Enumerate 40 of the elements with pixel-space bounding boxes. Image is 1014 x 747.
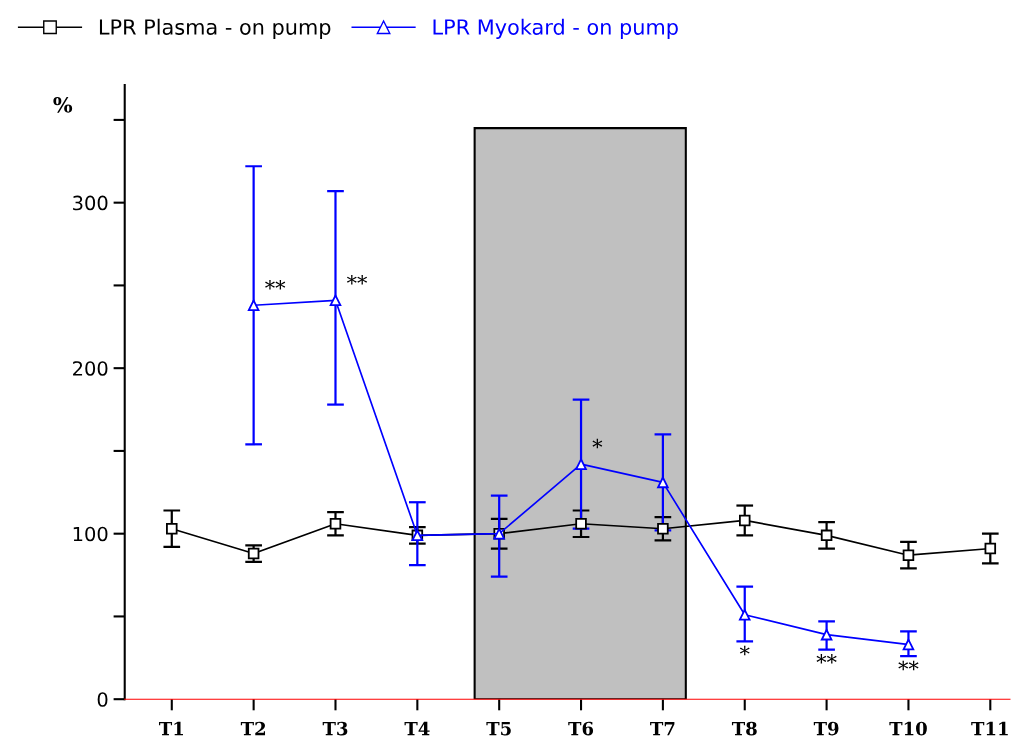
- y-axis-title: %: [53, 96, 73, 113]
- data-label: *: [739, 645, 750, 656]
- point: [329, 517, 342, 530]
- x-tick-label: T7: [650, 721, 675, 736]
- point: [820, 529, 833, 542]
- x-tick-label: T2: [240, 721, 266, 736]
- point: [738, 609, 751, 621]
- data-label: **: [346, 274, 368, 285]
- point: [820, 628, 833, 641]
- point: [902, 638, 915, 651]
- point: [166, 522, 178, 535]
- y-tick-label: 300: [73, 195, 108, 211]
- point: [329, 294, 342, 307]
- x-tick-label: T3: [322, 721, 348, 736]
- point: [657, 522, 669, 535]
- x-tick-label: T9: [813, 721, 839, 736]
- point: [984, 542, 997, 555]
- y-tick-label: 200: [73, 361, 108, 376]
- x-tick-label: T6: [568, 721, 594, 736]
- x-tick-label: T8: [731, 721, 757, 736]
- point: [247, 547, 260, 560]
- point: [657, 476, 669, 489]
- y-tick-label: 0: [97, 692, 108, 707]
- legend-label: LPR Plasma - on pump: [99, 18, 331, 39]
- data-label: **: [265, 279, 286, 290]
- legend-label: LPR Myokard - on pump: [433, 18, 678, 39]
- data-label: **: [898, 660, 919, 671]
- x-tick-label: T4: [404, 721, 430, 736]
- point: [902, 549, 915, 561]
- data-label: **: [816, 654, 837, 664]
- x-tick-label: T1: [158, 721, 183, 736]
- data-label: *: [592, 438, 603, 449]
- x-tick-label: T11: [971, 721, 1008, 736]
- x-tick-label: T10: [889, 721, 927, 736]
- x-tick-label: T5: [486, 721, 511, 736]
- point: [247, 299, 260, 312]
- point: [575, 517, 587, 530]
- point: [575, 458, 587, 470]
- y-tick-label: 100: [73, 526, 108, 542]
- point: [738, 514, 751, 527]
